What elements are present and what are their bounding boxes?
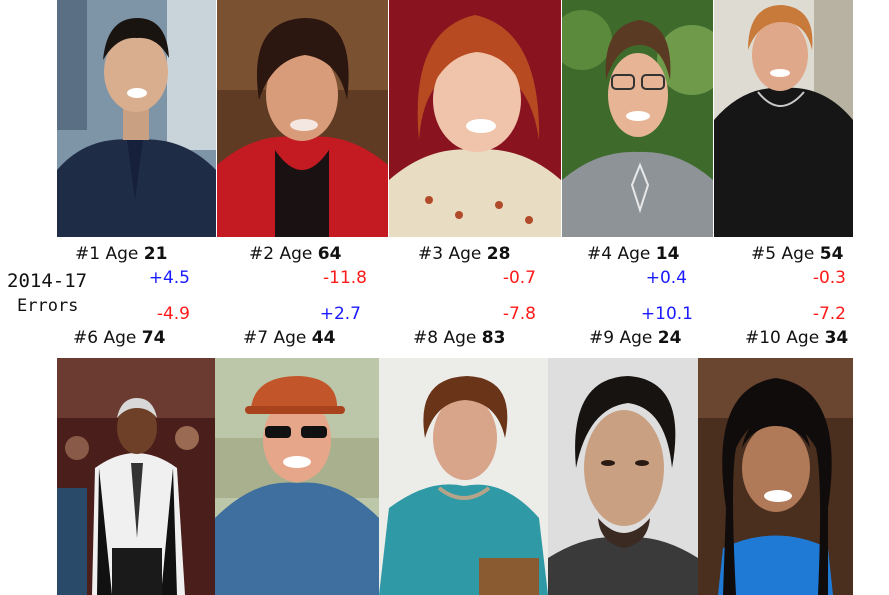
error-8: -7.8 bbox=[502, 304, 536, 324]
photo-5 bbox=[714, 0, 853, 237]
error-10: -7.2 bbox=[812, 304, 846, 324]
error-6: -4.9 bbox=[156, 304, 190, 324]
label-6: #6 Age 74 bbox=[73, 328, 166, 348]
error-7: +2.7 bbox=[319, 304, 361, 324]
label-5: #5 Age 54 bbox=[751, 244, 844, 264]
photo-6 bbox=[57, 358, 215, 595]
photo-4 bbox=[562, 0, 713, 237]
label-1: #1 Age 21 bbox=[75, 244, 168, 264]
error-5: -0.3 bbox=[812, 268, 846, 288]
label-4: #4 Age 14 bbox=[587, 244, 680, 264]
label-7: #7 Age 44 bbox=[243, 328, 336, 348]
errors-label-line1: 2014-17 bbox=[7, 270, 88, 292]
label-9: #9 Age 24 bbox=[589, 328, 682, 348]
error-1: +4.5 bbox=[148, 268, 190, 288]
error-4: +0.4 bbox=[645, 268, 687, 288]
label-8: #8 Age 83 bbox=[413, 328, 506, 348]
error-2: -11.8 bbox=[323, 268, 367, 288]
label-10: #10 Age 34 bbox=[745, 328, 849, 348]
photo-2 bbox=[217, 0, 388, 237]
photo-1 bbox=[57, 0, 216, 237]
photo-8 bbox=[379, 358, 548, 595]
label-3: #3 Age 28 bbox=[418, 244, 511, 264]
label-2: #2 Age 64 bbox=[249, 244, 342, 264]
errors-label-line2: Errors bbox=[17, 296, 79, 316]
photo-7 bbox=[215, 358, 379, 595]
photo-3 bbox=[389, 0, 561, 237]
error-3: -0.7 bbox=[502, 268, 536, 288]
photo-9 bbox=[548, 358, 698, 595]
error-9: +10.1 bbox=[640, 304, 693, 324]
photo-10 bbox=[698, 358, 853, 595]
